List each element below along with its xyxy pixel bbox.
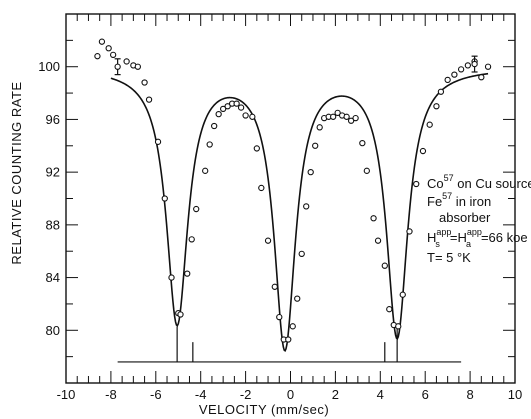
x-tick-label: 0 (287, 387, 294, 402)
data-point (370, 215, 377, 222)
data-point (457, 66, 465, 73)
y-axis-title: RELATIVE COUNTING RATE (9, 81, 24, 264)
data-point (168, 274, 175, 281)
annotation-line-4: Happ s =Happ a =66 koe (427, 227, 528, 249)
data-point (381, 262, 388, 269)
data-point (413, 180, 420, 188)
data-point (98, 38, 106, 45)
data-point (343, 113, 350, 120)
data-point (316, 124, 323, 131)
data-point (294, 295, 301, 302)
data-point (211, 122, 218, 130)
data-point (215, 111, 222, 118)
data-point (426, 121, 433, 128)
error-bar-point (471, 60, 478, 68)
data-point (249, 113, 256, 120)
data-point (202, 167, 209, 174)
x-tick-label: 8 (466, 387, 473, 402)
data-point (123, 58, 130, 65)
data-point (141, 79, 148, 86)
data-point (289, 323, 296, 330)
y-tick-label: 100 (38, 59, 60, 74)
data-point (464, 62, 472, 69)
y-tick-label: 92 (46, 165, 60, 180)
x-tick-label: -2 (240, 387, 252, 402)
data-point (242, 112, 249, 119)
data-point (258, 184, 265, 192)
data-point (264, 237, 272, 244)
x-tick-label: 6 (422, 387, 429, 402)
y-tick-label: 80 (46, 323, 60, 338)
y-tick-label: 96 (46, 112, 60, 127)
data-point (334, 109, 341, 116)
data-point (177, 311, 184, 318)
data-point (395, 323, 402, 330)
data-point (406, 228, 413, 235)
data-point (134, 63, 141, 70)
x-tick-label: -6 (150, 387, 162, 402)
y-tick-label: 88 (46, 217, 60, 232)
data-point (451, 71, 458, 78)
data-point (347, 117, 355, 124)
x-tick-label: 2 (332, 387, 339, 402)
x-tick-label: 4 (377, 387, 384, 402)
annotation-line-5: T= 5 °K (427, 250, 471, 265)
data-point (478, 74, 485, 81)
x-tick-label: -4 (195, 387, 207, 402)
x-tick-label: -8 (105, 387, 117, 402)
data-point (433, 103, 440, 110)
data-point (109, 51, 117, 59)
data-point (307, 168, 314, 176)
y-tick-label: 84 (46, 270, 60, 285)
data-point (419, 147, 427, 155)
data-point (363, 167, 370, 174)
annotation-line-3: absorber (439, 210, 491, 225)
data-point (188, 236, 195, 243)
data-point (206, 141, 213, 148)
x-tick-label: -10 (57, 387, 76, 402)
annotation-block: Co57 on Cu source Fe57 in iron absorber … (427, 173, 531, 265)
error-bar-point (114, 63, 121, 70)
data-point (352, 114, 359, 122)
data-point (184, 270, 191, 277)
data-point (276, 313, 283, 321)
x-axis-title: VELOCITY (mm/sec) (199, 402, 329, 417)
data-point (237, 104, 245, 111)
data-point (154, 138, 162, 145)
x-tick-label: 10 (508, 387, 522, 402)
data-point (285, 336, 292, 343)
data-point (437, 88, 445, 95)
data-point (224, 103, 231, 110)
data-point (386, 306, 393, 313)
data-point (399, 291, 406, 298)
data-point (303, 203, 310, 210)
data-point (253, 145, 260, 152)
data-point (312, 142, 319, 149)
annotation-line-1: Co57 on Cu source (427, 173, 531, 191)
data-point (359, 139, 366, 147)
data-point (298, 250, 305, 257)
fit-curve (110, 72, 489, 352)
data-point (219, 105, 227, 113)
data-point (105, 45, 112, 52)
data-point (161, 195, 168, 202)
data-point (193, 205, 200, 213)
data-point (271, 283, 278, 290)
data-point (330, 113, 337, 120)
annotation-line-2: Fe57 in iron (427, 191, 491, 209)
data-point (94, 53, 101, 60)
data-point (484, 63, 492, 70)
data-point (444, 76, 451, 84)
data-point (374, 237, 382, 244)
data-point (145, 96, 153, 103)
data-point (233, 100, 240, 107)
